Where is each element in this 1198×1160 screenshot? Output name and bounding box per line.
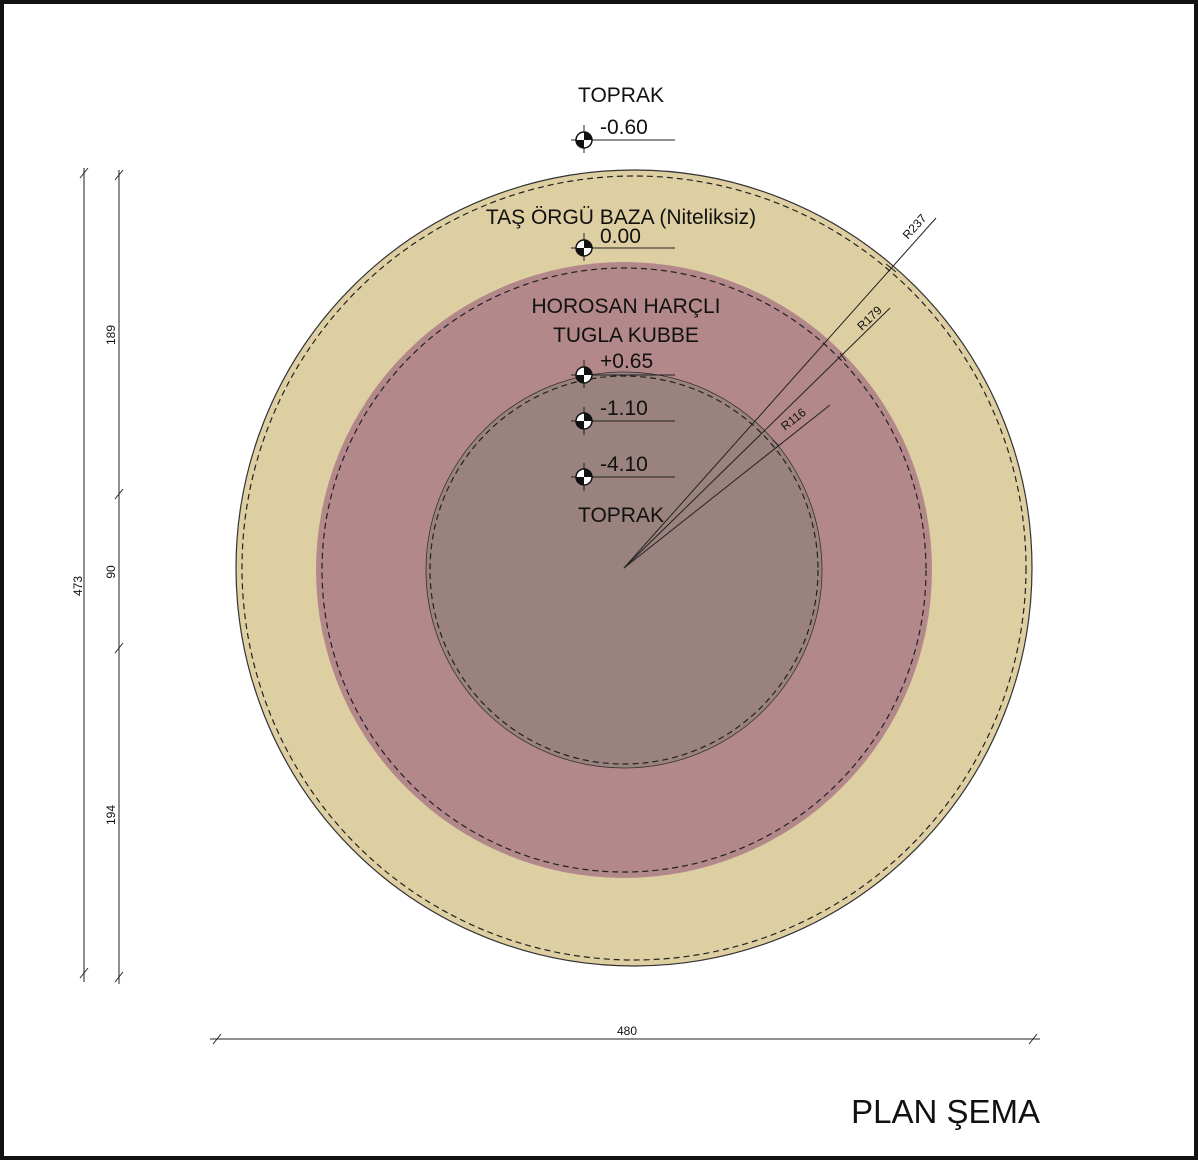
label-dome-line2: TUGLA KUBBE — [553, 324, 699, 347]
dimension-width: 480 — [617, 1024, 637, 1038]
dimension-seg-bottom: 194 — [104, 805, 118, 825]
level-marker-3 — [571, 360, 675, 388]
level-marker-2 — [571, 233, 675, 261]
level-marker-5 — [571, 463, 675, 491]
dimension-total-height: 473 — [71, 576, 85, 596]
inner-circle-dashed-line — [429, 375, 819, 765]
outer-ring-dashed-line — [241, 175, 1027, 961]
dimension-seg-top: 189 — [104, 325, 118, 345]
level-value-2: 0.00 — [600, 225, 641, 248]
inner-circle-soil — [425, 371, 823, 769]
level-marker-1 — [571, 125, 675, 153]
level-marker-4 — [571, 407, 675, 435]
radius-leaders — [623, 217, 937, 569]
label-dome-line1: HOROSAN HARÇLI — [531, 295, 720, 318]
vertical-dimension-total — [79, 167, 89, 982]
level-value-5: -4.10 — [600, 453, 648, 476]
label-top-soil: TOPRAK — [578, 84, 664, 107]
radius-label-r237: R237 — [900, 211, 930, 242]
dimension-seg-mid: 90 — [104, 565, 118, 579]
level-value-4: -1.10 — [600, 397, 648, 420]
drawing-title: PLAN ŞEMA — [851, 1093, 1040, 1130]
vertical-dimension-segments — [114, 169, 124, 984]
middle-ring-dashed-line — [321, 267, 927, 873]
level-value-1: -0.60 — [600, 116, 648, 139]
label-stone-base: TAŞ ÖRGÜ BAZA (Niteliksiz) — [486, 206, 756, 229]
horizontal-dimension — [210, 1033, 1040, 1045]
level-value-3: +0.65 — [600, 350, 653, 373]
label-bottom-soil: TOPRAK — [578, 504, 664, 527]
